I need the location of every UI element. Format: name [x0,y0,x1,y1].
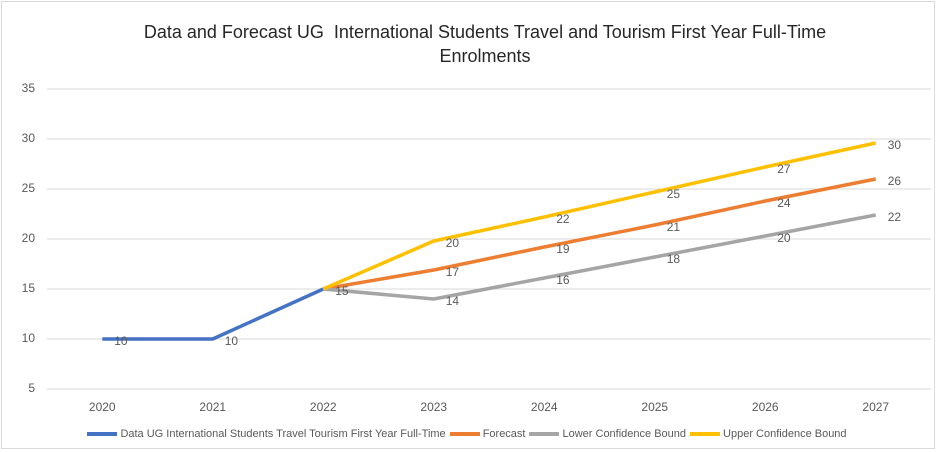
data-label: 10 [114,334,128,348]
data-label: 30 [888,138,902,152]
data-label: 10 [225,334,239,348]
data-label: 25 [667,187,681,201]
y-tick-label: 25 [22,181,36,195]
x-tick-label: 2022 [310,400,337,414]
legend-item: Forecast [449,428,526,440]
x-tick-label: 2024 [531,400,558,414]
data-label: 20 [777,231,791,245]
data-label: 20 [446,236,460,250]
legend-label: Upper Confidence Bound [723,428,847,440]
y-tick-label: 5 [28,381,35,395]
data-label: 14 [446,294,460,308]
x-tick-label: 2025 [641,400,668,414]
y-tick-label: 35 [22,81,36,95]
data-label: 22 [556,212,570,226]
y-tick-label: 20 [22,231,36,245]
x-tick-label: 2026 [752,400,779,414]
data-label: 22 [888,210,902,224]
legend-label: Data UG International Students Travel To… [120,428,446,440]
data-label: 17 [446,265,460,279]
legend-label: Lower Confidence Bound [562,428,687,440]
data-label: 18 [667,252,681,266]
data-label: 15 [335,284,349,298]
data-label: 26 [888,174,902,188]
data-label: 27 [777,162,791,176]
data-label: 16 [556,273,570,287]
series-line [102,287,324,341]
y-tick-label: 30 [22,131,36,145]
legend: Data UG International Students Travel To… [0,428,938,440]
legend-label: Forecast [482,428,526,440]
legend-item: Data UG International Students Travel To… [87,428,446,440]
data-label: 24 [777,196,791,210]
legend-swatch [690,432,721,436]
x-tick-label: 2020 [89,400,116,414]
y-tick-label: 15 [22,281,36,295]
legend-swatch [529,432,560,436]
x-tick-label: 2027 [862,400,889,414]
data-label: 21 [667,220,681,234]
chart-title: Data and Forecast UG International Stude… [143,22,832,66]
data-label: 19 [556,242,570,256]
series-line [323,213,877,301]
legend-item: Lower Confidence Bound [529,428,686,440]
series-line [322,177,877,291]
x-tick-label: 2021 [199,400,226,414]
legend-swatch [449,432,480,436]
series-line [322,141,877,291]
legend-swatch [87,432,118,436]
x-tick-label: 2023 [420,400,447,414]
legend-item: Upper Confidence Bound [690,428,847,440]
y-tick-label: 10 [22,331,36,345]
